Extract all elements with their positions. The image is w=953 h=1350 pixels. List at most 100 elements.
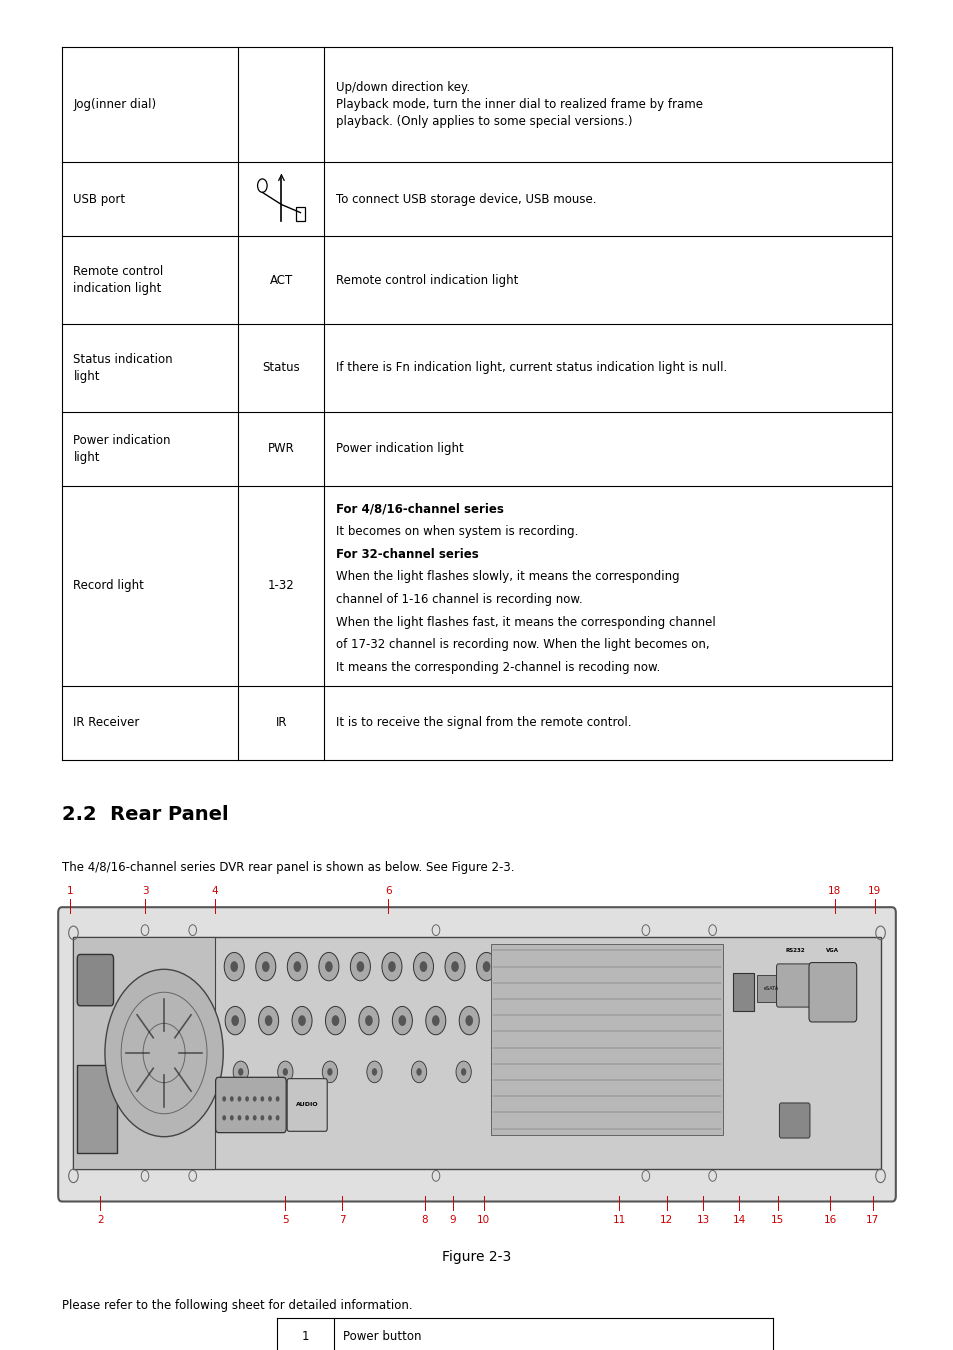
Circle shape: [460, 1068, 466, 1076]
Text: 1-32: 1-32: [268, 579, 294, 593]
Text: 8: 8: [421, 1215, 427, 1224]
Circle shape: [634, 953, 654, 980]
Text: 4: 4: [212, 887, 217, 896]
Text: AUDIO: AUDIO: [295, 1103, 318, 1107]
Circle shape: [277, 1061, 293, 1083]
Circle shape: [275, 1096, 279, 1102]
Circle shape: [253, 1096, 256, 1102]
Text: 13: 13: [696, 1215, 709, 1224]
FancyBboxPatch shape: [287, 1079, 327, 1131]
FancyBboxPatch shape: [808, 963, 856, 1022]
Text: 7: 7: [339, 1215, 345, 1224]
Circle shape: [444, 953, 464, 980]
Circle shape: [262, 961, 270, 972]
Text: Status: Status: [262, 362, 300, 374]
FancyBboxPatch shape: [215, 1077, 286, 1133]
Text: USB port: USB port: [73, 193, 126, 205]
Circle shape: [237, 1115, 241, 1120]
Text: channel of 1-16 channel is recording now.: channel of 1-16 channel is recording now…: [335, 593, 582, 606]
Circle shape: [671, 961, 679, 972]
Circle shape: [432, 1015, 439, 1026]
FancyBboxPatch shape: [77, 954, 113, 1006]
Circle shape: [287, 953, 307, 980]
Text: Figure 2-3: Figure 2-3: [442, 1250, 511, 1264]
Circle shape: [238, 1068, 243, 1076]
Text: PWR: PWR: [268, 443, 294, 455]
Text: 17: 17: [865, 1215, 879, 1224]
Circle shape: [275, 1115, 279, 1120]
Text: IR: IR: [275, 717, 287, 729]
Circle shape: [325, 961, 333, 972]
Circle shape: [265, 1015, 273, 1026]
Circle shape: [416, 1068, 421, 1076]
FancyBboxPatch shape: [490, 944, 722, 1135]
Circle shape: [358, 1007, 378, 1034]
Circle shape: [419, 961, 427, 972]
Circle shape: [233, 1061, 248, 1083]
Circle shape: [318, 953, 338, 980]
Text: When the light flashes slowly, it means the corresponding: When the light flashes slowly, it means …: [335, 570, 679, 583]
Text: 10: 10: [476, 1215, 490, 1224]
Circle shape: [325, 1007, 345, 1034]
Circle shape: [237, 1096, 241, 1102]
FancyBboxPatch shape: [73, 937, 880, 1169]
Text: VGA: VGA: [825, 948, 839, 953]
Circle shape: [298, 1015, 306, 1026]
Text: 5: 5: [282, 1215, 288, 1224]
Circle shape: [282, 1068, 288, 1076]
Circle shape: [381, 953, 401, 980]
Circle shape: [602, 953, 622, 980]
Text: 2.2  Rear Panel: 2.2 Rear Panel: [62, 805, 229, 823]
Circle shape: [388, 961, 395, 972]
Circle shape: [465, 1015, 473, 1026]
Circle shape: [367, 1061, 382, 1083]
Circle shape: [222, 1096, 226, 1102]
Text: It becomes on when system is recording.: It becomes on when system is recording.: [335, 525, 578, 537]
Text: If there is Fn indication light, current status indication light is null.: If there is Fn indication light, current…: [335, 362, 726, 374]
Circle shape: [514, 961, 521, 972]
Text: Up/down direction key.
Playback mode, turn the inner dial to realized frame by f: Up/down direction key. Playback mode, tu…: [335, 81, 702, 128]
Text: IR Receiver: IR Receiver: [73, 717, 140, 729]
Circle shape: [539, 953, 559, 980]
Circle shape: [451, 961, 458, 972]
Text: Remote control
indication light: Remote control indication light: [73, 265, 164, 296]
Circle shape: [545, 961, 553, 972]
Text: 15: 15: [770, 1215, 783, 1224]
Circle shape: [639, 961, 647, 972]
Circle shape: [398, 1015, 406, 1026]
Circle shape: [230, 1115, 233, 1120]
Text: Jog(inner dial): Jog(inner dial): [73, 99, 156, 111]
Circle shape: [350, 953, 370, 980]
Text: 11: 11: [612, 1215, 625, 1224]
Text: Please refer to the following sheet for detailed information.: Please refer to the following sheet for …: [62, 1299, 413, 1312]
Circle shape: [231, 961, 238, 972]
Text: RS232: RS232: [785, 948, 804, 953]
Text: Remote control indication light: Remote control indication light: [335, 274, 517, 286]
Circle shape: [105, 969, 223, 1137]
Circle shape: [372, 1068, 376, 1076]
Text: 6: 6: [385, 887, 391, 896]
Circle shape: [245, 1115, 249, 1120]
Circle shape: [327, 1068, 333, 1076]
Text: 14: 14: [732, 1215, 745, 1224]
Text: 3: 3: [142, 887, 148, 896]
Text: To connect USB storage device, USB mouse.: To connect USB storage device, USB mouse…: [335, 193, 596, 205]
Text: 16: 16: [822, 1215, 836, 1224]
Circle shape: [260, 1115, 264, 1120]
Circle shape: [411, 1061, 426, 1083]
FancyBboxPatch shape: [58, 907, 895, 1202]
Circle shape: [665, 953, 685, 980]
Circle shape: [322, 1061, 337, 1083]
Text: It is to receive the signal from the remote control.: It is to receive the signal from the rem…: [335, 717, 631, 729]
Circle shape: [392, 1007, 412, 1034]
Text: eSATA: eSATA: [763, 986, 779, 991]
FancyBboxPatch shape: [776, 964, 814, 1007]
Circle shape: [702, 961, 710, 972]
Circle shape: [508, 953, 528, 980]
Circle shape: [458, 1007, 478, 1034]
Circle shape: [356, 961, 364, 972]
Circle shape: [456, 1061, 471, 1083]
Circle shape: [260, 1096, 264, 1102]
Circle shape: [245, 1096, 249, 1102]
Circle shape: [332, 1015, 339, 1026]
